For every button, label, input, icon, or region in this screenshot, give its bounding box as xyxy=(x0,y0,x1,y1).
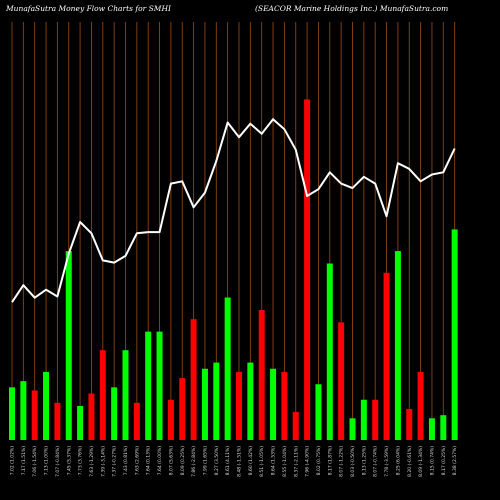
x-tick-label: 7.64 (0.13%) xyxy=(146,446,152,476)
x-tick-label: 8.25 (6.04%) xyxy=(395,446,401,476)
flow-bar xyxy=(270,368,277,440)
flow-bar xyxy=(281,371,288,440)
flow-bar xyxy=(292,412,299,440)
x-tick-label: 8.03 (-0.50%) xyxy=(350,446,356,477)
flow-bar xyxy=(372,399,379,440)
flow-bar xyxy=(224,297,231,440)
x-tick-label: 7.13 (1.00%) xyxy=(44,446,50,476)
flow-bar xyxy=(88,393,95,440)
x-tick-label: 8.38 (2.57%) xyxy=(452,446,458,476)
flow-bar xyxy=(43,371,50,440)
flow-bar xyxy=(167,399,174,440)
flow-bar xyxy=(65,251,72,440)
x-tick-label: 8.48 (-1.51%) xyxy=(237,446,243,477)
x-tick-label: 7.45 (5.37%) xyxy=(66,446,72,476)
flow-bar xyxy=(99,350,106,440)
x-tick-label: 8.55 (-1.04%) xyxy=(282,446,288,477)
flow-bar xyxy=(190,319,197,440)
x-tick-label: 7.64 (0.00%) xyxy=(157,446,163,476)
flow-bar xyxy=(338,322,345,440)
flow-bar xyxy=(383,272,390,440)
flow-bar xyxy=(31,390,38,440)
flow-bar xyxy=(54,402,61,440)
x-tick-label: 8.37 (-2.11%) xyxy=(293,446,299,477)
x-tick-label: 8.09 (-1.34%) xyxy=(418,446,424,477)
flow-bar xyxy=(451,229,458,440)
x-tick-label: 7.96 (-4.90%) xyxy=(305,446,311,477)
x-tick-label: 7.43 (0.81%) xyxy=(123,446,129,476)
flow-bar xyxy=(394,251,401,440)
flow-bar xyxy=(145,331,152,440)
x-tick-label: 7.63 (2.69%) xyxy=(134,446,140,476)
x-tick-label: 7.02 (1.02%) xyxy=(10,446,16,476)
x-tick-label: 7.37 (-0.27%) xyxy=(112,446,118,477)
flow-bar xyxy=(304,99,311,440)
flow-bar xyxy=(9,387,15,440)
flow-bar xyxy=(122,350,129,440)
flow-bar xyxy=(201,368,208,440)
x-tick-labels: 7.02 (1.02%) 7.17 (1.51%) 7.06 (-1.54%) 7.1… xyxy=(10,446,459,477)
flow-bar xyxy=(360,399,367,440)
flow-bar xyxy=(236,371,242,440)
flow-bar xyxy=(247,362,254,440)
flow-bar xyxy=(77,405,84,440)
x-tick-label: 8.13 (1.25%) xyxy=(361,446,367,476)
flow-bar xyxy=(440,415,447,440)
x-tick-label: 8.60 (1.42%) xyxy=(248,446,254,476)
flow-bar xyxy=(315,384,322,440)
flow-bar xyxy=(111,387,118,440)
flow-bar xyxy=(258,309,265,440)
x-tick-label: 7.63 (-1.29%) xyxy=(89,446,95,477)
flow-bar xyxy=(156,331,163,440)
flow-bar xyxy=(406,409,413,440)
x-tick-label: 8.07 (-1.22%) xyxy=(339,446,345,477)
price-line xyxy=(11,118,456,303)
x-tick-label: 8.17 (1.87%) xyxy=(327,446,333,476)
chart-subtitle: (SEACOR Marine Holdings Inc.) MunafaSutr… xyxy=(255,4,448,13)
flow-bar xyxy=(213,362,220,440)
flow-bar xyxy=(326,263,333,440)
x-tick-label: 8.64 (1.53%) xyxy=(271,446,277,476)
x-tick-label: 7.73 (3.76%) xyxy=(78,446,84,476)
money-flow-bars xyxy=(9,99,458,440)
x-tick-label: 8.27 (3.50%) xyxy=(214,446,220,476)
x-tick-label: 8.02 (0.75%) xyxy=(316,446,322,476)
x-tick-label: 8.15 (0.74%) xyxy=(429,446,435,476)
x-tick-label: 8.17 (0.25%) xyxy=(441,446,447,476)
x-tick-label: 7.17 (1.51%) xyxy=(21,446,27,476)
flow-bar xyxy=(179,378,186,440)
x-tick-label: 7.39 (-3.14%) xyxy=(100,446,106,477)
x-tick-label: 8.09 (0.25%) xyxy=(180,446,186,476)
x-tick-label: 7.06 (-1.54%) xyxy=(32,446,38,477)
chart-title: MunafaSutra Money Flow Charts for SMHI xyxy=(5,4,172,13)
x-tick-label: 7.86 (-2.84%) xyxy=(191,446,197,477)
flow-bar xyxy=(133,402,140,440)
flow-bar xyxy=(417,371,424,440)
x-tick-label: 7.07 (-0.84%) xyxy=(55,446,61,477)
x-tick-label: 7.99 (1.65%) xyxy=(202,446,208,476)
x-tick-label: 8.61 (4.11%) xyxy=(225,446,231,476)
x-tick-label: 7.78 (-3.59%) xyxy=(384,446,390,477)
x-tick-label: 8.51 (-1.05%) xyxy=(259,446,265,477)
x-tick-label: 8.07 (-0.74%) xyxy=(373,446,379,477)
x-tick-label: 8.07 (5.63%) xyxy=(168,446,174,476)
flow-bar xyxy=(428,418,435,440)
x-tick-label: 8.20 (-0.61%) xyxy=(407,446,413,477)
flow-bar xyxy=(20,381,27,440)
flow-bar xyxy=(349,418,356,440)
